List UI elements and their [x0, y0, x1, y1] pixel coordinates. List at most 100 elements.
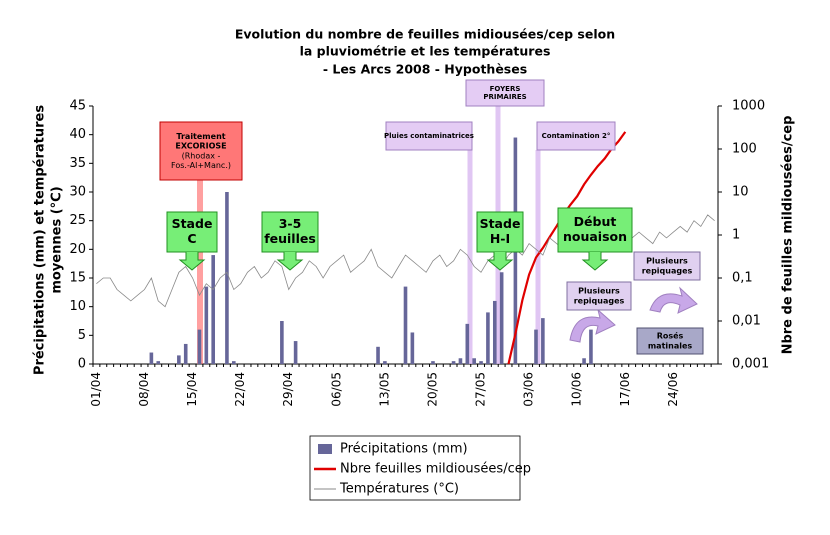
- x-tick-label: 10/06: [570, 372, 584, 407]
- bar: [197, 329, 202, 364]
- annotation-text: Stade: [172, 216, 213, 231]
- bar: [410, 332, 415, 364]
- annotation-box: [385, 121, 473, 151]
- legend-box: [309, 435, 521, 501]
- y-tick-label: 0: [78, 357, 86, 372]
- annotation-text: Pluies contaminatrices: [384, 132, 474, 140]
- bar: [383, 361, 387, 364]
- annotation-box: [261, 211, 319, 253]
- annotation-arrow: [581, 252, 609, 271]
- annotation-text: feuilles: [264, 231, 316, 246]
- y-tick-label: 10: [69, 299, 86, 314]
- curved-arrow: [569, 308, 616, 343]
- bar: [465, 323, 470, 364]
- bar: [403, 286, 408, 364]
- x-tick-label: 24/06: [666, 372, 680, 407]
- pointer-band: [197, 180, 203, 364]
- annotation-text: EXCORIOSE: [175, 142, 226, 151]
- bar: [211, 255, 215, 364]
- annotation-box: [636, 327, 704, 355]
- annotation-text: Début: [574, 214, 617, 229]
- annotation-arrow: [276, 252, 304, 271]
- annotation-text: repiquages: [574, 296, 625, 305]
- annotation-text: C: [187, 231, 196, 246]
- legend-label: Nbre feuilles mildiousées/cep: [340, 462, 531, 477]
- annotation-text: Plusieurs: [646, 257, 688, 266]
- bar: [492, 300, 497, 364]
- annotation-text: Plusieurs: [578, 287, 620, 296]
- x-tick-label: 27/05: [474, 372, 488, 407]
- x-tick-label: 15/04: [185, 372, 199, 407]
- y-tick-label: 5: [78, 328, 86, 343]
- annotation-box: [159, 121, 243, 181]
- chart-title: la pluviométrie et les températures: [300, 44, 551, 59]
- annotation-text: Stade: [480, 216, 521, 231]
- annotation-text: Fos.-Al+Manc.): [171, 161, 231, 170]
- y-axis-title: Précipitations (mm) et températures: [33, 105, 48, 375]
- annotation-text: Rosés: [657, 331, 684, 341]
- annotation-box: [536, 121, 616, 151]
- pointer-band: [467, 150, 473, 364]
- y2-tick-label: 1000: [732, 99, 765, 114]
- x-tick-label: 22/04: [233, 372, 247, 407]
- y-tick-label: 20: [69, 242, 86, 257]
- annotation-text: (Rhodax -: [182, 151, 221, 160]
- annotation-text: repiquages: [642, 266, 693, 275]
- x-tick-label: 03/06: [522, 372, 536, 407]
- bar: [225, 192, 229, 364]
- bar: [149, 352, 154, 364]
- bar: [534, 329, 538, 364]
- annotation-arrow: [486, 252, 514, 271]
- bar: [293, 341, 298, 364]
- y-tick-label: 35: [69, 156, 86, 171]
- y-tick-label: 30: [69, 185, 86, 200]
- bar: [376, 346, 380, 364]
- annotation-text: matinales: [648, 341, 693, 350]
- chart-title: Evolution du nombre de feuilles midiousé…: [235, 27, 615, 42]
- bar: [231, 361, 236, 364]
- bar: [204, 286, 209, 364]
- bar: [582, 358, 586, 364]
- x-tick-label: 20/05: [425, 372, 439, 407]
- annotation-box: [476, 211, 524, 253]
- y2-tick-label: 0,1: [732, 271, 753, 286]
- annotation-box: [566, 281, 632, 311]
- bar: [156, 361, 161, 364]
- y2-tick-label: 0,01: [732, 314, 761, 329]
- legend-label: Précipitations (mm): [340, 442, 468, 457]
- bar: [541, 318, 545, 364]
- bar: [458, 358, 463, 364]
- annotation-text: FOYERS: [490, 85, 521, 93]
- x-tick-label: 01/04: [89, 372, 103, 407]
- y-tick-label: 25: [69, 213, 86, 228]
- y-axis-title: moyennes (°C): [50, 186, 65, 293]
- chart-title: - Les Arcs 2008 - Hypothèses: [323, 62, 527, 77]
- x-tick-label: 06/05: [329, 372, 343, 407]
- y2-tick-label: 0,001: [732, 357, 769, 372]
- y-tick-label: 15: [69, 271, 86, 286]
- bar: [472, 358, 476, 364]
- curved-arrow: [649, 286, 698, 314]
- y-tick-label: 40: [69, 127, 86, 142]
- bar: [177, 355, 181, 364]
- annotation-text: PRIMAIRES: [483, 93, 526, 101]
- bar: [589, 329, 593, 364]
- y2-tick-label: 1: [732, 228, 740, 243]
- annotation-text: nouaison: [563, 229, 627, 244]
- legend-label: Températures (°C): [339, 482, 459, 497]
- x-tick-label: 29/04: [281, 372, 295, 407]
- annotation-text: 3-5: [279, 216, 302, 231]
- annotation-arrow: [178, 252, 206, 271]
- x-tick-label: 08/04: [137, 372, 151, 407]
- annotation-text: Traitement: [176, 132, 225, 141]
- legend-swatch: [318, 444, 332, 454]
- bar: [451, 361, 456, 364]
- x-tick-label: 13/05: [377, 372, 391, 407]
- y-tick-label: 45: [69, 99, 86, 114]
- annotation-text: H-I: [490, 231, 510, 246]
- annotation-box: [465, 79, 545, 107]
- bar: [499, 272, 504, 364]
- annotation-box: [633, 251, 701, 281]
- y2-tick-label: 10: [732, 185, 749, 200]
